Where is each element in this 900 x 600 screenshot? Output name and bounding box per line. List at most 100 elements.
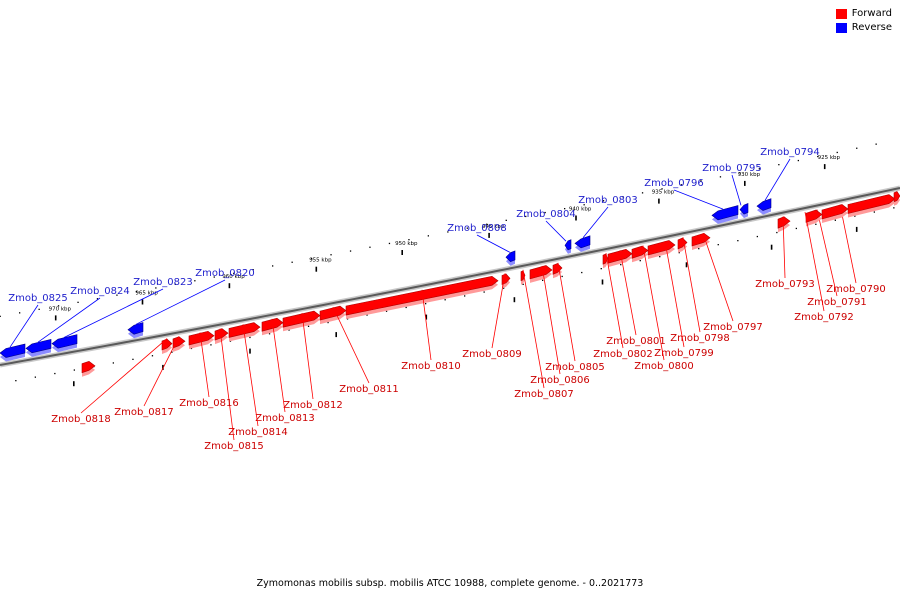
scale-dot-lower: [229, 340, 232, 342]
gene-label-connector: [242, 324, 259, 427]
gene-label: Zmob_0817: [114, 407, 174, 418]
scale-dot-lower: [15, 380, 17, 382]
gene-label-connector: [642, 245, 665, 361]
scale-dot-lower: [795, 227, 797, 230]
scale-dot-upper: [349, 250, 352, 252]
scale-dot-upper: [174, 283, 176, 285]
gene-label-connector: [682, 237, 701, 333]
gene-label: Zmob_0794: [760, 147, 820, 158]
scale-dot-lower: [542, 279, 544, 281]
scale-dot-lower: [483, 291, 485, 293]
scale-dot-upper: [486, 223, 488, 225]
scale-dot-upper: [291, 261, 293, 263]
scale-dot-lower: [346, 318, 349, 320]
scale-dot-upper: [155, 287, 157, 289]
scale-dot-upper: [583, 204, 585, 206]
scale-dot-lower: [73, 369, 75, 371]
gene-arrow: [739, 202, 749, 215]
scale-dot-lower: [210, 344, 212, 346]
scale-dot-upper: [680, 184, 683, 186]
gene-arrow: [552, 263, 563, 275]
scale-tick-label: 955 kbp: [309, 258, 332, 264]
gene-label: Zmob_0795: [702, 163, 762, 174]
gene-arrow: [81, 360, 96, 374]
gene-label: Zmob_0811: [339, 384, 399, 395]
legend: Forward Reverse: [835, 8, 892, 36]
legend-item-forward: Forward: [835, 8, 892, 19]
scale-dot-lower: [132, 358, 134, 360]
scale-dot-upper: [797, 159, 799, 162]
gene-arrow: [574, 235, 591, 249]
gene-arrow: [282, 310, 321, 328]
gene-label-connector: [816, 209, 838, 297]
scale-dot-lower: [639, 260, 641, 262]
scale-tick-lower: [425, 314, 428, 320]
scale-dot-upper: [0, 315, 1, 317]
scale-tick-label: 940 kbp: [569, 207, 592, 213]
scale-dot-upper: [116, 294, 118, 296]
gene-label-connector: [143, 336, 180, 407]
gene-arrow: [529, 265, 553, 280]
scale-dot-upper: [778, 164, 780, 166]
gene-label: Zmob_0797: [703, 322, 763, 333]
scale-dot-lower: [620, 264, 622, 266]
scale-dot-lower: [366, 314, 368, 316]
gene-label-connector: [199, 332, 210, 398]
gene-label-connector: [764, 158, 791, 201]
scale-dot-upper: [856, 147, 858, 149]
scale-dot-lower: [561, 275, 563, 278]
scale-dot-upper: [310, 257, 313, 260]
gene-arrow: [564, 239, 572, 251]
gene-label: Zmob_0812: [283, 400, 343, 411]
scale-dot-lower: [893, 207, 895, 209]
gene-arrow: [821, 204, 849, 220]
scale-dot-upper: [622, 196, 624, 198]
gene-label: Zmob_0790: [826, 284, 886, 295]
scale-dot-upper: [700, 180, 702, 182]
scale-dot-upper: [544, 211, 546, 214]
scale-dot-lower: [834, 219, 836, 221]
scale-dot-upper: [427, 235, 429, 237]
scale-tick: [141, 299, 144, 305]
gene-arrow: [893, 191, 900, 203]
scale-dot-lower: [678, 252, 680, 254]
gene-label-connector: [731, 174, 742, 206]
scale-dot-lower: [776, 231, 778, 234]
scale-dot-upper: [447, 231, 449, 233]
gene-arrow: [805, 209, 823, 223]
scale-tick-lower: [601, 279, 604, 285]
scale-tick: [315, 266, 318, 272]
backbone: [0, 187, 900, 366]
scale-tick-lower: [770, 244, 773, 250]
gene-arrow: [847, 194, 896, 214]
scale-dot-upper: [817, 155, 819, 158]
gene-arrow: [756, 198, 772, 211]
gene-label-connector: [557, 262, 576, 362]
scale-dot-upper: [875, 143, 877, 145]
gene-label-connector: [522, 269, 545, 389]
scale-dot-lower: [873, 211, 875, 213]
scale-dot-lower: [112, 362, 114, 364]
gene-label-connector: [421, 289, 432, 361]
scale-dot-upper: [719, 176, 722, 178]
scale-tick: [658, 198, 660, 204]
scale-dot-upper: [96, 298, 99, 300]
scale-tick: [575, 215, 577, 221]
gene-label: Zmob_0802: [593, 349, 653, 360]
gene-arrow: [505, 250, 516, 263]
scale-dot-lower: [600, 268, 602, 270]
gene-arrow: [214, 328, 229, 341]
scale-dot-lower: [54, 372, 56, 375]
gene-label: Zmob_0808: [447, 223, 507, 234]
gene-arrow: [647, 240, 676, 256]
scale-dot-upper: [564, 208, 566, 210]
gene-arrow: [0, 343, 26, 358]
gene-label-connector: [605, 253, 624, 349]
gene-label: Zmob_0798: [670, 333, 730, 344]
scale-dot-upper: [194, 280, 196, 282]
scale-dot-lower: [659, 256, 661, 258]
gene-label: Zmob_0810: [401, 361, 461, 372]
gene-label: Zmob_0814: [228, 427, 288, 438]
scale-tick: [401, 250, 403, 255]
